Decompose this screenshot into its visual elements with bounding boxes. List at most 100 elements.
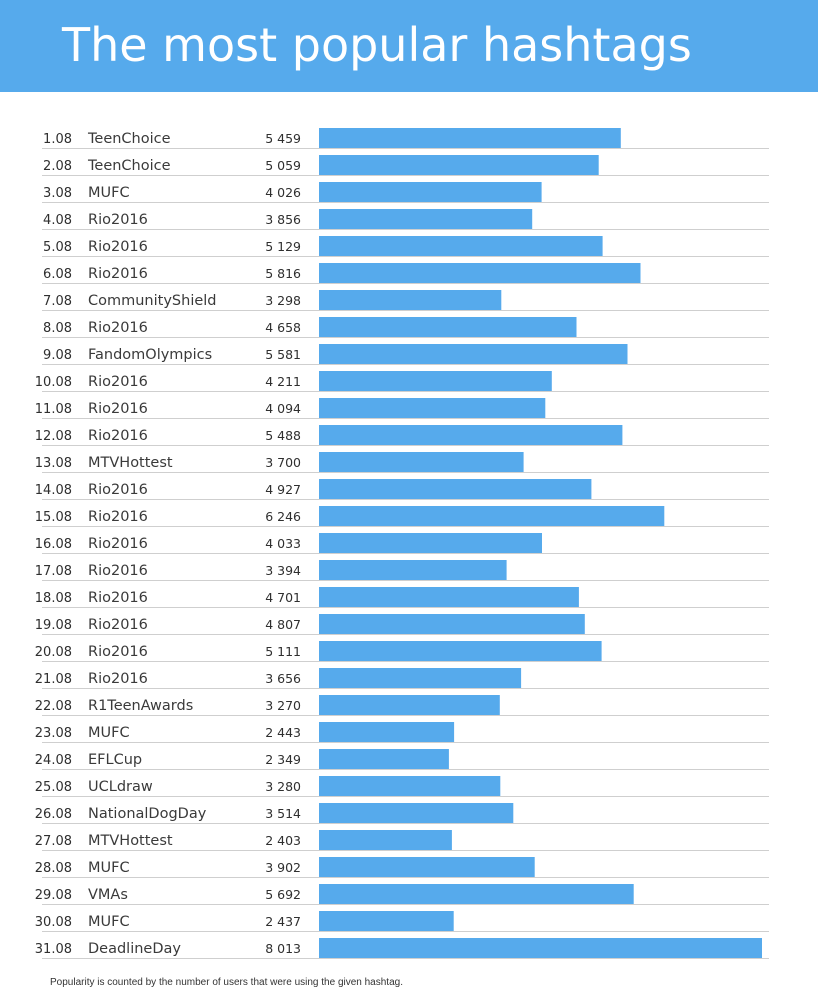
table-row: 5.08 Rio2016 5 129: [42, 236, 769, 257]
date-label: 23.08: [35, 726, 72, 741]
bar: [319, 776, 501, 796]
hashtag-label: Rio2016: [88, 320, 148, 336]
date-label: 18.08: [35, 591, 72, 606]
table-row: 14.08 Rio2016 4 927: [35, 479, 769, 500]
date-label: 20.08: [35, 645, 72, 660]
hashtag-label: DeadlineDay: [88, 941, 181, 957]
table-row: 9.08 FandomOlympics 5 581: [42, 344, 769, 365]
date-label: 11.08: [35, 402, 72, 417]
date-label: 5.08: [43, 240, 72, 255]
hashtag-label: R1TeenAwards: [88, 698, 193, 714]
date-label: 4.08: [43, 213, 72, 228]
value-label: 3 700: [265, 455, 301, 470]
bar: [319, 749, 449, 769]
hashtag-label: MTVHottest: [88, 833, 173, 849]
hashtag-label: TeenChoice: [87, 131, 171, 147]
value-label: 2 403: [265, 833, 301, 848]
table-row: 2.08 TeenChoice 5 059: [42, 155, 769, 176]
hashtag-label: MUFC: [88, 860, 130, 876]
hashtag-label: Rio2016: [88, 509, 148, 525]
table-row: 13.08 MTVHottest 3 700: [35, 452, 769, 473]
value-label: 4 658: [265, 320, 301, 335]
table-row: 28.08 MUFC 3 902: [35, 857, 769, 878]
date-label: 13.08: [35, 456, 72, 471]
bar: [319, 668, 522, 688]
value-label: 4 094: [265, 401, 301, 416]
hashtag-bar-chart: 1.08 TeenChoice 5 459 2.08 TeenChoice 5 059 3.…: [35, 128, 769, 959]
bar: [319, 290, 502, 310]
hashtag-label: Rio2016: [88, 212, 148, 228]
hashtag-label: Rio2016: [88, 374, 148, 390]
hashtag-label: VMAs: [88, 887, 128, 903]
date-label: 10.08: [35, 375, 72, 390]
footnote: Popularity is counted by the number of u…: [50, 977, 403, 988]
bar: [319, 911, 454, 931]
table-row: 31.08 DeadlineDay 8 013: [35, 938, 769, 959]
date-label: 24.08: [35, 753, 72, 768]
value-label: 3 902: [265, 860, 301, 875]
bar: [319, 236, 603, 256]
date-label: 7.08: [43, 294, 72, 309]
hashtag-label: NationalDogDay: [88, 806, 207, 822]
table-row: 30.08 MUFC 2 437: [35, 911, 769, 932]
hashtag-label: Rio2016: [88, 266, 148, 282]
hashtag-label: MTVHottest: [88, 455, 173, 471]
value-label: 5 129: [265, 239, 301, 254]
value-label: 3 656: [265, 671, 301, 686]
date-label: 12.08: [35, 429, 72, 444]
table-row: 17.08 Rio2016 3 394: [35, 560, 769, 581]
table-row: 10.08 Rio2016 4 211: [35, 371, 769, 392]
table-row: 20.08 Rio2016 5 111: [35, 641, 769, 662]
hashtag-label: Rio2016: [88, 428, 148, 444]
bar: [319, 182, 542, 202]
hashtag-label: Rio2016: [88, 563, 148, 579]
bar: [319, 506, 665, 526]
bar: [319, 803, 514, 823]
bar: [319, 857, 535, 877]
hashtag-label: Rio2016: [88, 617, 148, 633]
value-label: 5 581: [265, 347, 301, 362]
date-label: 9.08: [43, 348, 72, 363]
bar: [319, 425, 623, 445]
table-row: 26.08 NationalDogDay 3 514: [35, 803, 769, 824]
bar: [319, 209, 533, 229]
table-row: 22.08 R1TeenAwards 3 270: [35, 695, 769, 716]
hashtag-label: Rio2016: [88, 590, 148, 606]
value-label: 6 246: [265, 509, 301, 524]
bar: [319, 884, 634, 904]
table-row: 19.08 Rio2016 4 807: [35, 614, 769, 635]
bar: [319, 452, 524, 472]
table-row: 4.08 Rio2016 3 856: [42, 209, 769, 230]
table-row: 24.08 EFLCup 2 349: [35, 749, 769, 770]
table-row: 6.08 Rio2016 5 816: [42, 263, 769, 284]
value-label: 4 211: [265, 374, 301, 389]
value-label: 8 013: [265, 941, 301, 956]
table-row: 27.08 MTVHottest 2 403: [35, 830, 769, 851]
date-label: 2.08: [43, 159, 72, 174]
table-row: 12.08 Rio2016 5 488: [35, 425, 769, 446]
date-label: 31.08: [35, 942, 72, 957]
table-row: 11.08 Rio2016 4 094: [35, 398, 769, 419]
hashtag-label: TeenChoice: [87, 158, 171, 174]
bar: [319, 641, 602, 661]
hashtag-label: UCLdraw: [88, 779, 153, 795]
value-label: 4 033: [265, 536, 301, 551]
bar: [319, 398, 546, 418]
table-row: 25.08 UCLdraw 3 280: [35, 776, 769, 797]
table-row: 15.08 Rio2016 6 246: [35, 506, 769, 527]
table-row: 23.08 MUFC 2 443: [35, 722, 769, 743]
hashtag-label: FandomOlympics: [88, 347, 212, 363]
date-label: 26.08: [35, 807, 72, 822]
hashtag-label: Rio2016: [88, 401, 148, 417]
date-label: 6.08: [43, 267, 72, 282]
hashtag-label: Rio2016: [88, 644, 148, 660]
date-label: 22.08: [35, 699, 72, 714]
table-row: 16.08 Rio2016 4 033: [35, 533, 769, 554]
table-row: 8.08 Rio2016 4 658: [42, 317, 769, 338]
date-label: 19.08: [35, 618, 72, 633]
value-label: 4 927: [265, 482, 301, 497]
hashtag-label: MUFC: [88, 185, 130, 201]
date-label: 15.08: [35, 510, 72, 525]
date-label: 8.08: [43, 321, 72, 336]
bar: [319, 317, 577, 337]
